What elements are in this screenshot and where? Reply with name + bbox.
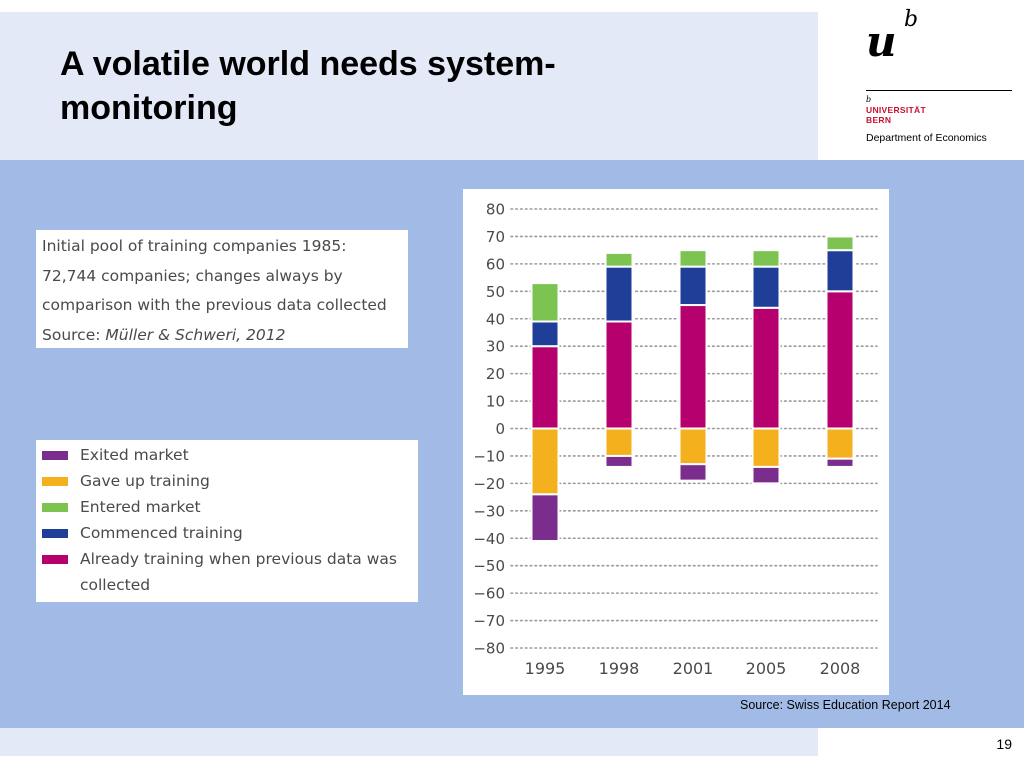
y-tick-label: −80 bbox=[473, 640, 505, 658]
x-tick-label-2008: 2008 bbox=[820, 659, 861, 678]
y-tick-label: 30 bbox=[486, 338, 505, 356]
bar-segment-entered-market-1995 bbox=[530, 282, 560, 323]
y-tick-label: −20 bbox=[473, 475, 505, 493]
chart-legend: Exited market Gave up training Entered m… bbox=[36, 440, 418, 602]
bar-segment-already-training-when-previous-data-was-collected-1995 bbox=[530, 345, 560, 430]
note-line-1: Initial pool of training companies 1985: bbox=[42, 237, 347, 255]
bar-segment-commenced-training-2008 bbox=[825, 249, 855, 293]
x-tick-label-1998: 1998 bbox=[599, 659, 640, 678]
y-tick-label: −10 bbox=[473, 447, 505, 465]
y-tick-label: −30 bbox=[473, 502, 505, 520]
bar-segment-exited-market-2008 bbox=[825, 457, 855, 468]
bar-segment-commenced-training-2001 bbox=[678, 265, 708, 307]
legend-swatch-gave-up-training bbox=[42, 477, 68, 486]
bar-segment-entered-market-2001 bbox=[678, 249, 708, 268]
bar-segment-exited-market-2005 bbox=[751, 465, 781, 485]
bar-segment-entered-market-2008 bbox=[825, 235, 855, 252]
title-area bbox=[0, 12, 818, 160]
note-source-citation: Müller & Schweri, 2012 bbox=[105, 325, 286, 344]
legend-label-entered-market: Entered market bbox=[80, 498, 201, 516]
y-tick-label: −40 bbox=[473, 530, 505, 548]
footer-bar bbox=[0, 728, 818, 756]
page-number: 19 bbox=[996, 736, 1012, 752]
university-logo-superscript: b bbox=[904, 7, 919, 32]
department-name: Department of Economics bbox=[866, 132, 987, 144]
y-tick-label: 0 bbox=[495, 420, 505, 438]
legend-swatch-entered-market bbox=[42, 503, 68, 512]
y-tick-label: −60 bbox=[473, 585, 505, 603]
y-tick-label: 50 bbox=[486, 283, 505, 301]
bar-segment-entered-market-1998 bbox=[604, 251, 634, 268]
legend-swatch-already-training bbox=[42, 555, 68, 564]
bar-segment-exited-market-1995 bbox=[530, 493, 560, 542]
note-line-2: 72,744 companies; changes always by bbox=[42, 266, 343, 285]
y-tick-label: 10 bbox=[486, 393, 505, 411]
bar-segment-already-training-when-previous-data-was-collected-2008 bbox=[825, 290, 855, 430]
note-line-4: Source: Müller & Schweri, 2012 bbox=[42, 321, 408, 351]
bar-segment-gave-up-training-1998 bbox=[604, 427, 634, 457]
y-tick-label: 80 bbox=[486, 201, 505, 219]
slide-title: A volatile world needs system-monitoring bbox=[60, 42, 700, 130]
bar-segment-already-training-when-previous-data-was-collected-1998 bbox=[604, 320, 634, 430]
y-tick-label: −50 bbox=[473, 557, 505, 575]
university-logo-mark: u bbox=[866, 17, 897, 66]
legend-label-gave-up-training: Gave up training bbox=[80, 472, 210, 490]
x-tick-label-2005: 2005 bbox=[746, 659, 787, 678]
x-tick-label-2001: 2001 bbox=[673, 659, 714, 678]
legend-label-commenced-training: Commenced training bbox=[80, 524, 243, 542]
note-box: Initial pool of training companies 1985:… bbox=[36, 230, 408, 348]
legend-swatch-exited-market bbox=[42, 451, 68, 460]
bar-segment-gave-up-training-1995 bbox=[530, 427, 560, 496]
logo-divider bbox=[866, 90, 1012, 91]
y-tick-label: 40 bbox=[486, 310, 505, 328]
bar-segment-exited-market-2001 bbox=[678, 463, 708, 482]
y-tick-label: −70 bbox=[473, 612, 505, 630]
y-tick-label: 20 bbox=[486, 365, 505, 383]
note-source-prefix: Source: bbox=[42, 325, 106, 344]
bar-segment-already-training-when-previous-data-was-collected-2005 bbox=[751, 306, 781, 430]
legend-swatch-commenced-training bbox=[42, 529, 68, 538]
bar-segment-already-training-when-previous-data-was-collected-2001 bbox=[678, 304, 708, 430]
legend-label-already-training-line2: collected bbox=[80, 576, 151, 594]
slide-title-line1: A volatile world needs system- bbox=[60, 45, 556, 83]
bar-segment-gave-up-training-2008 bbox=[825, 427, 855, 460]
chart-panel: 80 70 60 50 40 30 20 10 0 −10 −20 −30 −40 −50 −60 −70 −8… bbox=[463, 189, 889, 695]
legend-label-exited-market: Exited market bbox=[80, 446, 189, 464]
bar-segment-commenced-training-1998 bbox=[604, 265, 634, 323]
note-line-3: comparison with the previous data collec… bbox=[42, 296, 387, 314]
slide-title-line2: monitoring bbox=[60, 89, 238, 127]
y-tick-label: 60 bbox=[486, 255, 505, 273]
y-tick-label: 70 bbox=[486, 228, 505, 246]
stacked-bar-chart: 80 70 60 50 40 30 20 10 0 −10 −20 −30 −40 −50 −60 −70 −8… bbox=[473, 201, 878, 678]
bar-segment-gave-up-training-2005 bbox=[751, 427, 781, 468]
bar-segment-gave-up-training-2001 bbox=[678, 427, 708, 466]
x-tick-label-1995: 1995 bbox=[525, 659, 566, 678]
logo-city-name: BERN bbox=[866, 115, 892, 125]
legend-label-already-training: Already training when previous data was bbox=[80, 550, 397, 568]
logo-small-b: b bbox=[866, 95, 872, 104]
bar-segment-entered-market-2005 bbox=[751, 249, 781, 268]
source-citation: Source: Swiss Education Report 2014 bbox=[740, 698, 951, 712]
bar-segment-exited-market-1998 bbox=[604, 454, 634, 468]
bar-segment-commenced-training-2005 bbox=[751, 265, 781, 309]
logo-university-name: UNIVERSITÄT bbox=[866, 105, 926, 115]
logo-area bbox=[818, 0, 1024, 160]
bar-segment-commenced-training-1995 bbox=[530, 320, 560, 348]
